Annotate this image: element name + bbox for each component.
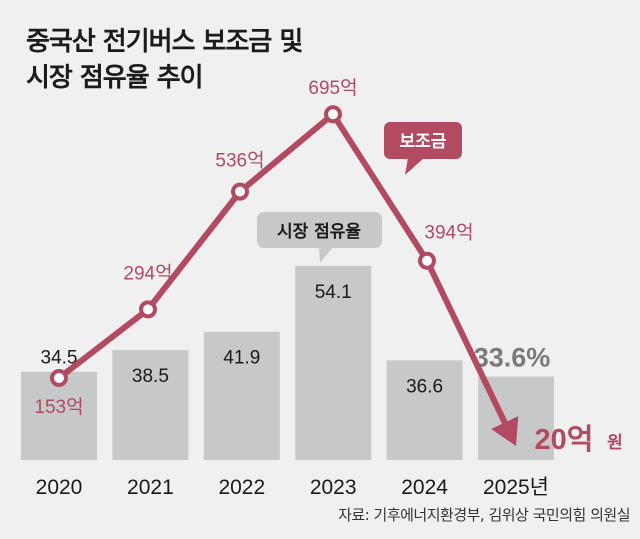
- x-label-2020: 2020: [36, 476, 83, 499]
- subsidy-label-2020: 153억: [34, 396, 83, 418]
- bar-series-market-share: [21, 265, 554, 460]
- x-label-2023: 2023: [310, 476, 357, 499]
- callout-market-share-pointer: [319, 247, 333, 263]
- subsidy-point-2020: [50, 369, 68, 387]
- callout-subsidy-pointer: [405, 158, 424, 175]
- bar-label-2024: 36.6: [406, 376, 443, 397]
- subsidy-label-2022: 536억: [215, 150, 264, 172]
- subsidy-point-2021: [139, 300, 157, 319]
- subsidy-point-2024: [418, 251, 436, 270]
- subsidy-label-2024: 394억: [424, 222, 473, 244]
- title-line-1: 중국산 전기버스 보조금 및: [26, 27, 303, 57]
- x-label-2022: 2022: [218, 476, 265, 499]
- subsidy-label-2025년: 20억: [535, 423, 594, 456]
- callout-subsidy: 보조금: [384, 122, 462, 175]
- subsidy-point-2022: [231, 182, 249, 201]
- x-label-2021: 2021: [127, 476, 174, 499]
- bar-2021: [112, 350, 189, 460]
- callout-subsidy-text: 보조금: [400, 132, 447, 152]
- source-note: 자료: 기후에너지환경부, 김위상 국민의힘 의원실: [338, 506, 630, 524]
- bar-label-2025년: 33.6%: [474, 343, 551, 373]
- line-series-subsidy: [50, 105, 519, 446]
- bar-label-2020: 34.5: [41, 348, 78, 369]
- callout-market-share: 시장 점유율: [257, 212, 382, 263]
- chart-title: 중국산 전기버스 보조금 및 시장 점유율 추이: [26, 24, 303, 96]
- x-label-2025년: 2025년: [483, 476, 549, 499]
- x-label-2024: 2024: [401, 476, 448, 499]
- subsidy-label-2021: 294억: [123, 262, 172, 284]
- subsidy-arrow-shaft: [424, 259, 508, 424]
- x-axis-labels: 2020 2021 2022 2023 2024 2025년: [36, 476, 549, 499]
- subsidy-arrow-head: [491, 416, 519, 446]
- title-line-2: 시장 점유율 추이: [26, 63, 204, 93]
- bar-2023: [295, 265, 372, 460]
- line-labels: 153억 294억 536억 695억 394억 20억 원: [34, 77, 622, 456]
- callout-market-share-box: [257, 212, 382, 248]
- subsidy-unit-label: 원: [607, 433, 623, 453]
- subsidy-point-2023: [324, 105, 342, 124]
- bar-label-2021: 38.5: [132, 366, 169, 387]
- bar-labels: 34.5 38.5 41.9 54.1 36.6 33.6%: [41, 282, 551, 398]
- callout-subsidy-box: [384, 122, 462, 159]
- bar-label-2022: 41.9: [223, 348, 260, 369]
- bar-label-2023: 54.1: [315, 282, 352, 303]
- bar-2024: [386, 360, 463, 460]
- subsidy-label-2023: 695억: [308, 77, 357, 99]
- bar-2022: [203, 331, 280, 460]
- callout-market-share-text: 시장 점유율: [277, 222, 361, 242]
